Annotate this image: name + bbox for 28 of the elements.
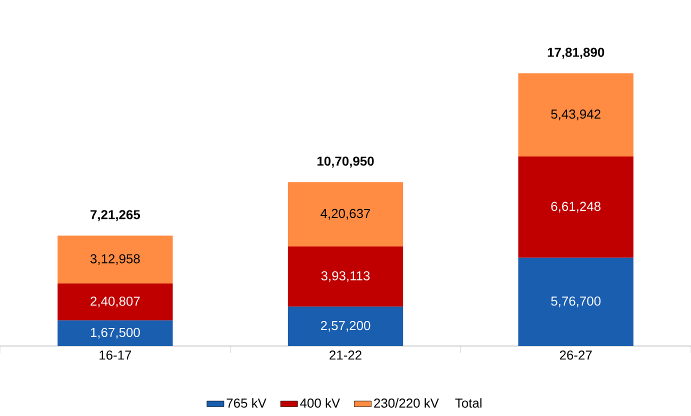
bar: [288, 306, 404, 346]
x-tick-label: 21-22: [330, 350, 362, 360]
bar: [58, 284, 173, 320]
bar: [288, 246, 404, 307]
bar: [518, 73, 634, 157]
bar: [58, 320, 173, 346]
data-label: 3,12,958: [90, 254, 140, 265]
bar: [58, 236, 173, 284]
data-label: 3,93,113: [321, 271, 370, 282]
total-label: 10,70,950: [318, 156, 374, 168]
bar: [288, 182, 404, 246]
legend-label: 230/220 kV: [374, 398, 439, 408]
bar: [518, 156, 634, 258]
data-label: 1,67,500: [90, 328, 140, 339]
text: Total: [455, 398, 482, 408]
legend-label: 400 kV: [300, 398, 340, 408]
bar: [518, 258, 634, 346]
total-label: 7,21,265: [90, 210, 140, 222]
data-label: 2,40,807: [90, 296, 140, 308]
x-tick-label: 26-27: [560, 350, 592, 360]
x-tick-label: 16-17: [100, 350, 132, 360]
data-label: 2,57,200: [320, 320, 370, 332]
data-label: 5,43,942: [551, 110, 600, 120]
legend-label: 765 kV: [226, 398, 266, 408]
total-label: 17,81,890: [548, 48, 604, 59]
data-label: 5,76,700: [551, 296, 601, 308]
data-label: 6,61,248: [551, 202, 600, 212]
data-label: 4,20,637: [320, 208, 370, 220]
